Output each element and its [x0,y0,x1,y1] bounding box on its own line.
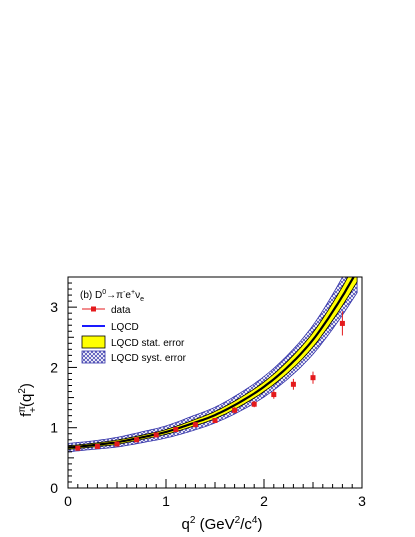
x-tick-label: 0 [64,493,72,509]
legend-label-stat: LQCD stat. error [111,338,185,349]
legend: data LQCD LQCD stat. error LQCD syst. er… [81,305,187,364]
x-tick-label: 1 [162,493,170,509]
ticks-layer: 0 1 2 3 0 1 2 3 [50,276,366,509]
legend-stat-swatch [81,335,106,349]
legend-item-stat: LQCD stat. error [81,335,185,349]
data-point-marker [75,445,81,451]
plot-area [68,277,358,453]
data-point-marker [212,417,218,423]
y-tick-label: 2 [50,359,58,375]
lqcd-stat-band [68,277,358,450]
legend-label-data: data [111,305,131,316]
x-tick-label: 3 [358,493,366,509]
x-tick-label: 2 [260,493,268,509]
data-point-marker [251,401,257,407]
stat-band-layer [68,277,358,450]
data-point [192,422,198,428]
legend-label-lqcd: LQCD [111,322,139,333]
data-point [232,407,238,414]
data-point [114,441,120,447]
x-axis-label: q2 (GeV2/c4) [182,515,263,533]
data-point-marker [339,320,345,326]
panel-title: (b) D0→π-e+νe [80,289,144,303]
data-point-marker [134,437,140,443]
data-point [173,427,179,433]
y-tick-label: 3 [50,299,58,315]
data-point [290,378,296,390]
data-point [212,417,218,423]
data-point-marker [94,443,100,449]
data-point-marker [232,407,238,413]
legend-item-syst: LQCD syst. error [81,350,187,364]
data-point [75,445,81,451]
legend-syst-swatch [81,350,106,364]
y-tick-label: 1 [50,420,58,436]
data-point-marker [153,432,159,438]
data-point [153,432,159,438]
data-point-marker [114,441,120,447]
data-point [94,443,100,449]
data-point [251,401,257,408]
legend-data-marker [91,306,96,312]
legend-item-data: data [82,305,131,316]
data-point [134,437,140,443]
legend-label-syst: LQCD syst. error [111,353,187,364]
y-tick-label: 0 [50,480,58,496]
y-axis-label: fπ+(q2) [17,383,39,417]
data-point-marker [310,375,316,381]
data-point-marker [290,381,296,387]
data-point [271,390,277,399]
data-point [339,311,345,336]
data-point-marker [271,392,277,398]
data-point [310,371,316,384]
legend-item-lqcd: LQCD [82,322,139,333]
data-point-marker [192,422,198,428]
data-layer [75,311,345,451]
data-point-marker [173,427,179,433]
